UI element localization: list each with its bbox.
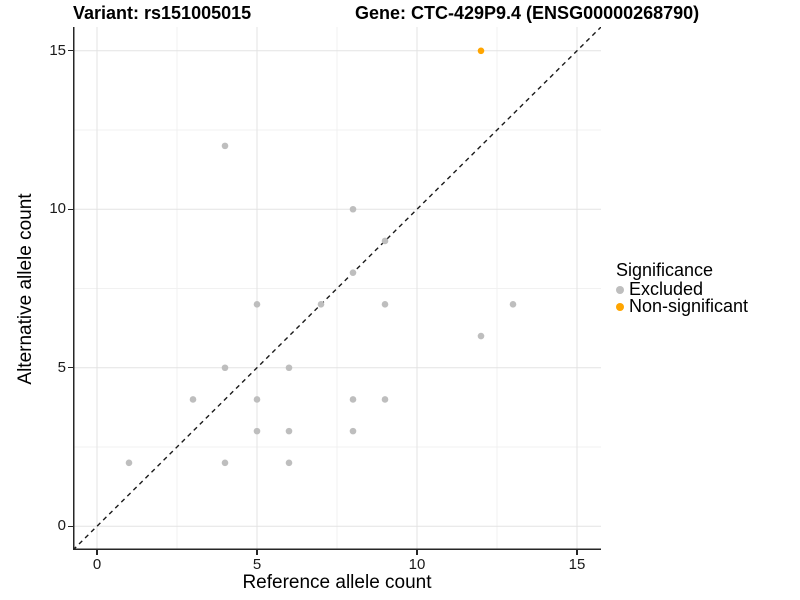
data-point-excluded bbox=[381, 237, 389, 245]
data-point-excluded bbox=[349, 269, 357, 276]
legend-item-excluded: Excluded bbox=[616, 279, 748, 299]
data-point-excluded bbox=[253, 301, 261, 308]
x-tick-label: 10 bbox=[408, 556, 426, 573]
plot-canvas bbox=[73, 27, 601, 550]
legend-dot-icon bbox=[616, 302, 624, 311]
x-tick-mark bbox=[96, 550, 98, 555]
x-tick-label: 15 bbox=[568, 556, 586, 573]
x-tick-label: 5 bbox=[252, 556, 262, 573]
plot-title-gene: Gene: CTC-429P9.4 (ENSG00000268790) bbox=[355, 3, 700, 23]
data-point-excluded bbox=[189, 396, 197, 403]
x-axis-title: Reference allele count bbox=[242, 572, 432, 593]
x-tick-label: 0 bbox=[92, 556, 102, 573]
data-point-excluded bbox=[253, 396, 261, 403]
y-tick-mark bbox=[68, 208, 73, 210]
y-tick-label: 10 bbox=[49, 200, 66, 218]
plot-title-variant: Variant: rs151005015 bbox=[73, 3, 252, 23]
y-tick-mark bbox=[68, 525, 73, 527]
y-tick-label: 0 bbox=[57, 517, 66, 535]
y-tick-label: 5 bbox=[57, 358, 66, 376]
data-point-excluded bbox=[477, 332, 485, 340]
data-point-excluded bbox=[317, 301, 325, 308]
data-point-excluded bbox=[349, 205, 357, 213]
data-point-excluded bbox=[285, 459, 293, 467]
data-point-non-significant bbox=[477, 47, 485, 55]
legend-title: Significance bbox=[616, 260, 714, 280]
data-point-excluded bbox=[509, 301, 517, 308]
legend-dot-icon bbox=[616, 285, 624, 294]
data-point-excluded bbox=[349, 396, 357, 403]
data-point-excluded bbox=[349, 427, 357, 435]
legend-item-label: Non-significant bbox=[629, 296, 749, 316]
data-point-excluded bbox=[285, 364, 293, 372]
data-point-excluded bbox=[381, 396, 389, 403]
x-tick-mark bbox=[416, 550, 418, 555]
data-point-excluded bbox=[253, 427, 261, 435]
x-tick-mark bbox=[576, 550, 578, 555]
y-tick-mark bbox=[68, 50, 73, 52]
data-point-excluded bbox=[221, 142, 229, 150]
data-point-excluded bbox=[381, 301, 389, 308]
y-axis-title: Alternative allele count bbox=[15, 193, 36, 385]
data-point-excluded bbox=[285, 427, 293, 435]
data-point-excluded bbox=[221, 459, 229, 467]
data-point-excluded bbox=[221, 364, 229, 372]
legend-item-label: Excluded bbox=[629, 279, 704, 299]
y-tick-mark bbox=[68, 367, 73, 369]
legend: Significance Excluded Non-significant bbox=[616, 260, 748, 315]
data-point-excluded bbox=[125, 459, 133, 467]
legend-item-non-significant: Non-significant bbox=[616, 296, 749, 316]
x-tick-mark bbox=[256, 550, 258, 555]
plot-panel bbox=[73, 27, 601, 550]
y-tick-label: 15 bbox=[49, 41, 66, 59]
